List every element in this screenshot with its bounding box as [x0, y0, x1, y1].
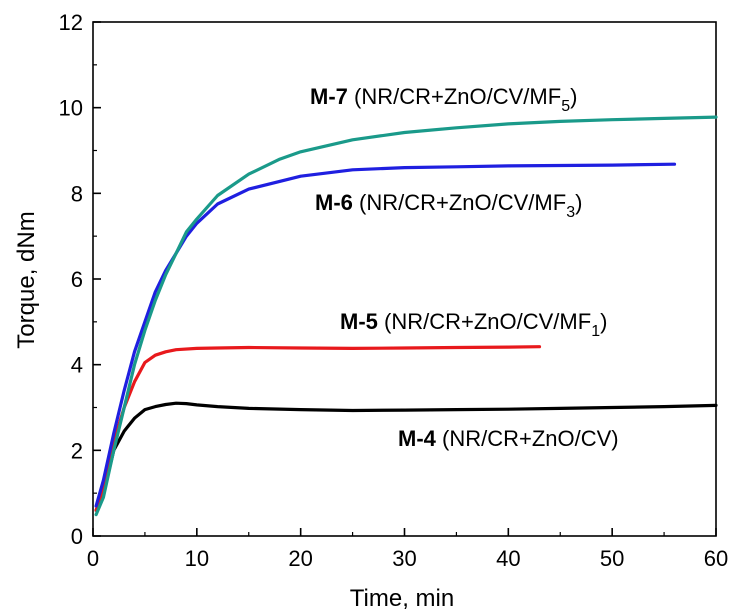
series-annotations: M-4 (NR/CR+ZnO/CV) M-5 (NR/CR+ZnO/CV/MF1)… — [310, 84, 619, 451]
y-tick-label: 2 — [71, 438, 83, 463]
series-line-m-4 — [94, 401, 718, 512]
x-tick-label: 20 — [288, 546, 312, 571]
x-tick-label: 0 — [87, 546, 99, 571]
annotation-m-6: M-6 (NR/CR+ZnO/CV/MF3) — [315, 190, 582, 221]
y-tick-label: 8 — [71, 181, 83, 206]
x-tick-label: 40 — [496, 546, 520, 571]
annotation-m-4: M-4 (NR/CR+ZnO/CV) — [398, 426, 619, 451]
x-tick-label: 30 — [392, 546, 416, 571]
series-line-m-7 — [94, 115, 718, 517]
series-lines — [94, 115, 718, 517]
y-tick-label: 12 — [59, 10, 83, 35]
x-axis-title: Time, min — [350, 585, 454, 612]
x-tick-label: 60 — [704, 546, 728, 571]
y-tick-label: 0 — [71, 524, 83, 549]
x-tick-label: 50 — [600, 546, 624, 571]
series-line-m-6 — [94, 162, 677, 508]
y-tick-label: 10 — [59, 96, 83, 121]
annotation-m-5: M-5 (NR/CR+ZnO/CV/MF1) — [340, 309, 607, 340]
annotation-m-7: M-7 (NR/CR+ZnO/CV/MF5) — [310, 84, 577, 115]
axis-ticks: 0 10 20 30 40 50 60 0 2 4 6 8 10 12 — [59, 10, 729, 571]
y-tick-label: 6 — [71, 267, 83, 292]
x-tick-label: 10 — [185, 546, 209, 571]
y-axis-title: Torque, dNm — [13, 211, 40, 348]
y-tick-label: 4 — [71, 353, 83, 378]
